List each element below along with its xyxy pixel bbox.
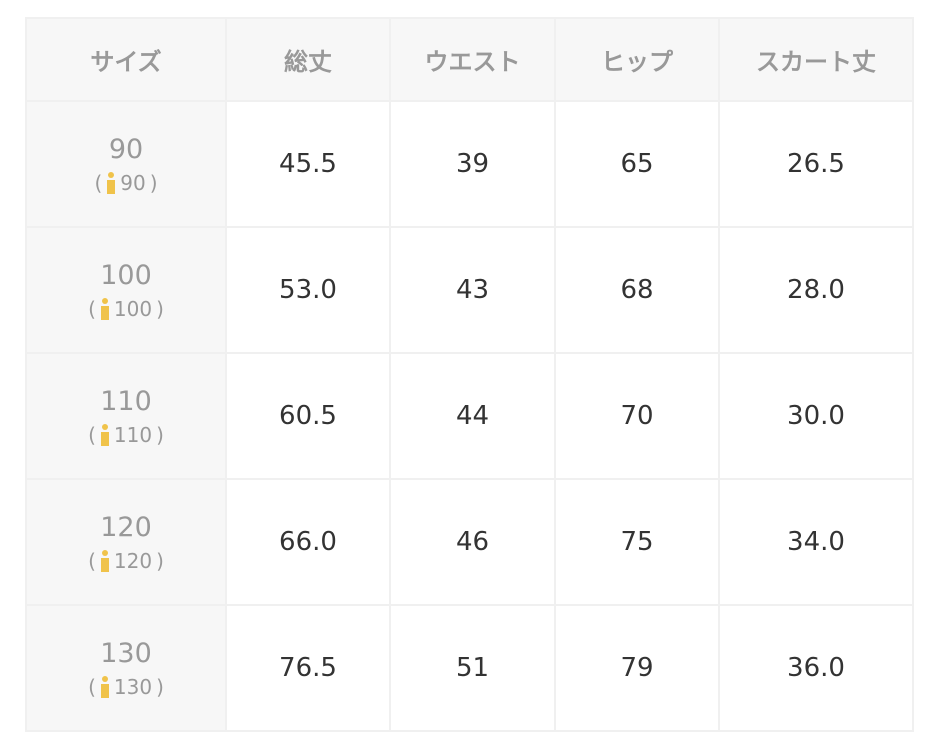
size-label: 110 bbox=[100, 385, 152, 417]
skirt-length-cell: 36.0 bbox=[718, 604, 914, 732]
table-row: 120(120) 66.0 46 75 34.0 bbox=[25, 478, 914, 606]
table-row: 90(90) 45.5 39 65 26.5 bbox=[25, 100, 914, 228]
hip-cell: 75 bbox=[554, 478, 720, 606]
child-person-icon bbox=[100, 423, 110, 446]
child-size: (120) bbox=[88, 548, 164, 573]
child-size-value: 110 bbox=[113, 422, 153, 447]
size-chart-table: サイズ 総丈 ウエスト ヒップ スカート丈 90(90) 45.5 39 65 26.5… bbox=[25, 17, 914, 732]
waist-cell: 39 bbox=[389, 100, 556, 228]
hip-cell: 68 bbox=[554, 226, 720, 354]
table-row: 130(130) 76.5 51 79 36.0 bbox=[25, 604, 914, 732]
skirt-length-cell: 34.0 bbox=[718, 478, 914, 606]
size-label: 100 bbox=[100, 259, 152, 291]
header-hip: ヒップ bbox=[554, 17, 720, 102]
table-row: 100(100) 53.0 43 68 28.0 bbox=[25, 226, 914, 354]
child-person-icon bbox=[100, 549, 110, 572]
size-cell: 100(100) bbox=[25, 226, 227, 354]
total-length-cell: 60.5 bbox=[225, 352, 391, 480]
child-person-icon bbox=[100, 675, 110, 698]
child-size: (110) bbox=[88, 422, 164, 447]
hip-cell: 70 bbox=[554, 352, 720, 480]
total-length-cell: 45.5 bbox=[225, 100, 391, 228]
size-cell: 120(120) bbox=[25, 478, 227, 606]
hip-cell: 79 bbox=[554, 604, 720, 732]
child-person-icon bbox=[106, 171, 116, 194]
waist-cell: 44 bbox=[389, 352, 556, 480]
child-size-value: 130 bbox=[113, 674, 153, 699]
child-size-value: 100 bbox=[113, 296, 153, 321]
skirt-length-cell: 30.0 bbox=[718, 352, 914, 480]
waist-cell: 51 bbox=[389, 604, 556, 732]
waist-cell: 43 bbox=[389, 226, 556, 354]
header-total-length: 総丈 bbox=[225, 17, 391, 102]
header-size: サイズ bbox=[25, 17, 227, 102]
child-size: (100) bbox=[88, 296, 164, 321]
hip-cell: 65 bbox=[554, 100, 720, 228]
header-skirt-length: スカート丈 bbox=[718, 17, 914, 102]
child-person-icon bbox=[100, 297, 110, 320]
size-label: 90 bbox=[108, 133, 144, 165]
child-size: (90) bbox=[94, 170, 158, 195]
size-cell: 90(90) bbox=[25, 100, 227, 228]
table-row: 110(110) 60.5 44 70 30.0 bbox=[25, 352, 914, 480]
child-size-value: 90 bbox=[120, 170, 146, 195]
skirt-length-cell: 26.5 bbox=[718, 100, 914, 228]
child-size-value: 120 bbox=[113, 548, 153, 573]
size-cell: 110(110) bbox=[25, 352, 227, 480]
header-waist: ウエスト bbox=[389, 17, 556, 102]
waist-cell: 46 bbox=[389, 478, 556, 606]
header-row: サイズ 総丈 ウエスト ヒップ スカート丈 bbox=[25, 17, 914, 102]
skirt-length-cell: 28.0 bbox=[718, 226, 914, 354]
total-length-cell: 66.0 bbox=[225, 478, 391, 606]
size-label: 130 bbox=[100, 637, 152, 669]
size-cell: 130(130) bbox=[25, 604, 227, 732]
size-label: 120 bbox=[100, 511, 152, 543]
total-length-cell: 53.0 bbox=[225, 226, 391, 354]
total-length-cell: 76.5 bbox=[225, 604, 391, 732]
child-size: (130) bbox=[88, 674, 164, 699]
